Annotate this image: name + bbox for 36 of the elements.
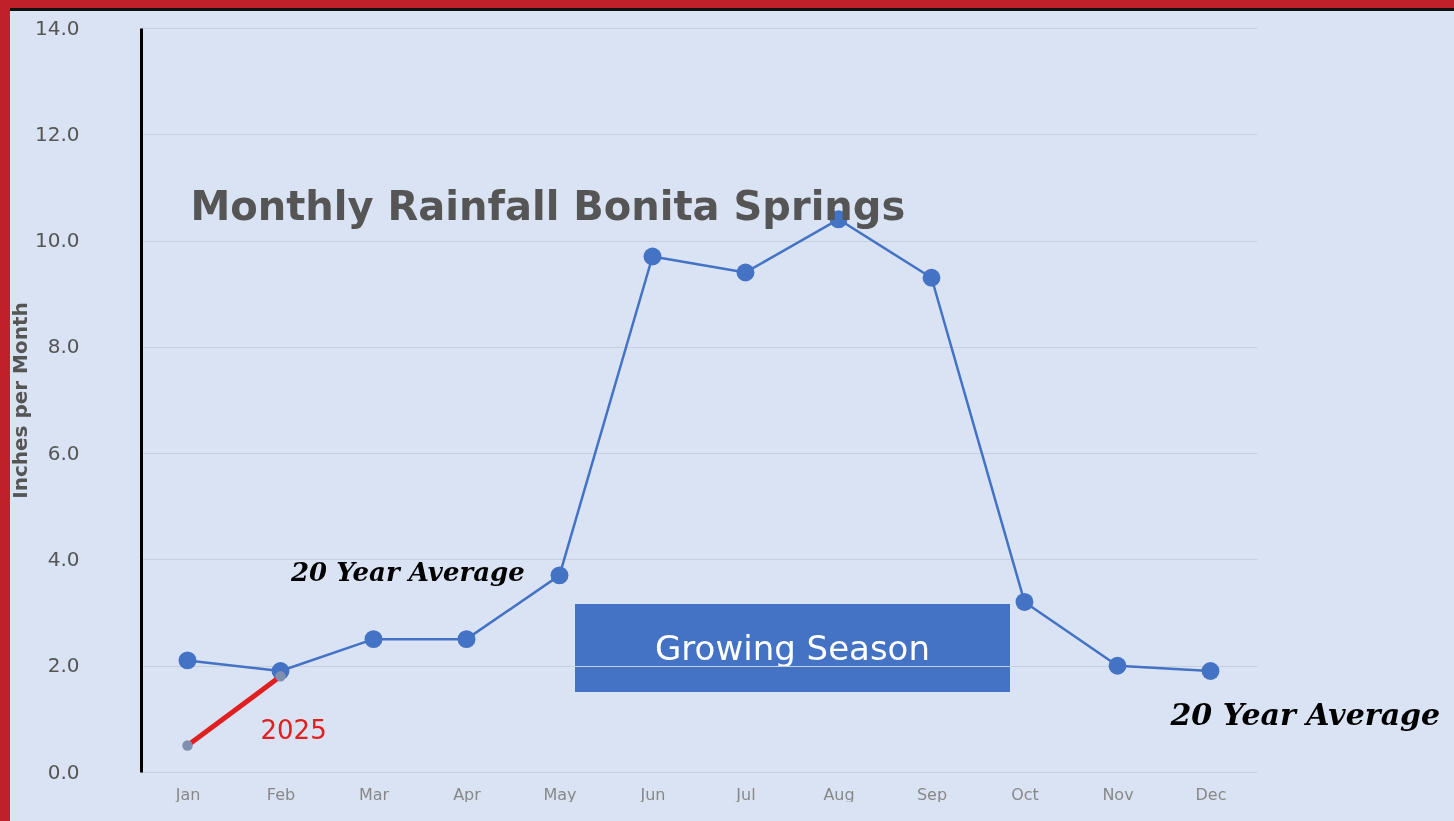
point (457, 630, 476, 649)
point (178, 651, 197, 670)
x-tick-label: Mar (358, 784, 390, 804)
x-tick-label: Jul (735, 784, 756, 804)
text-box: Growing Season (575, 604, 1010, 692)
annotation: 20 Year Average (290, 557, 525, 587)
y-axis-title: Inches per Month (7, 302, 32, 499)
y-tick-label: 10.0 (34, 228, 80, 253)
x-tick-label: Feb (266, 784, 296, 804)
point (550, 566, 569, 585)
y-tick-label: 2.0 (47, 653, 80, 678)
y-tick-label: 0.0 (47, 759, 80, 784)
x-tick-label: Oct (1011, 784, 1039, 804)
point (1108, 656, 1127, 675)
y-tick-label: 12.0 (34, 121, 80, 146)
x-tick-label: Jun (639, 784, 666, 804)
x-tick-label: Sep (916, 784, 948, 804)
series-label: 2025 (260, 715, 327, 746)
series-label: 20 Year Average (1169, 697, 1441, 733)
x-tick-label: May (543, 784, 577, 804)
text: Monthly Rainfall Bonita Springs (190, 183, 906, 229)
x-tick-label: Dec (1195, 784, 1227, 804)
point (1201, 662, 1220, 680)
point (364, 630, 383, 649)
y-tick-label: 6.0 (47, 440, 80, 465)
point (1015, 593, 1034, 611)
x-tick-label: Aug (823, 784, 855, 804)
y-tick-label: 14.0 (34, 15, 80, 40)
point (922, 268, 941, 287)
point (736, 263, 755, 282)
x-tick-label: Jan (174, 784, 201, 804)
x-tick-label: Apr (453, 784, 482, 804)
point (643, 247, 662, 266)
y-tick-label: 4.0 (47, 546, 80, 571)
x-tick-label: Nov (1102, 784, 1134, 804)
y-tick-label: 8.0 (47, 334, 80, 359)
